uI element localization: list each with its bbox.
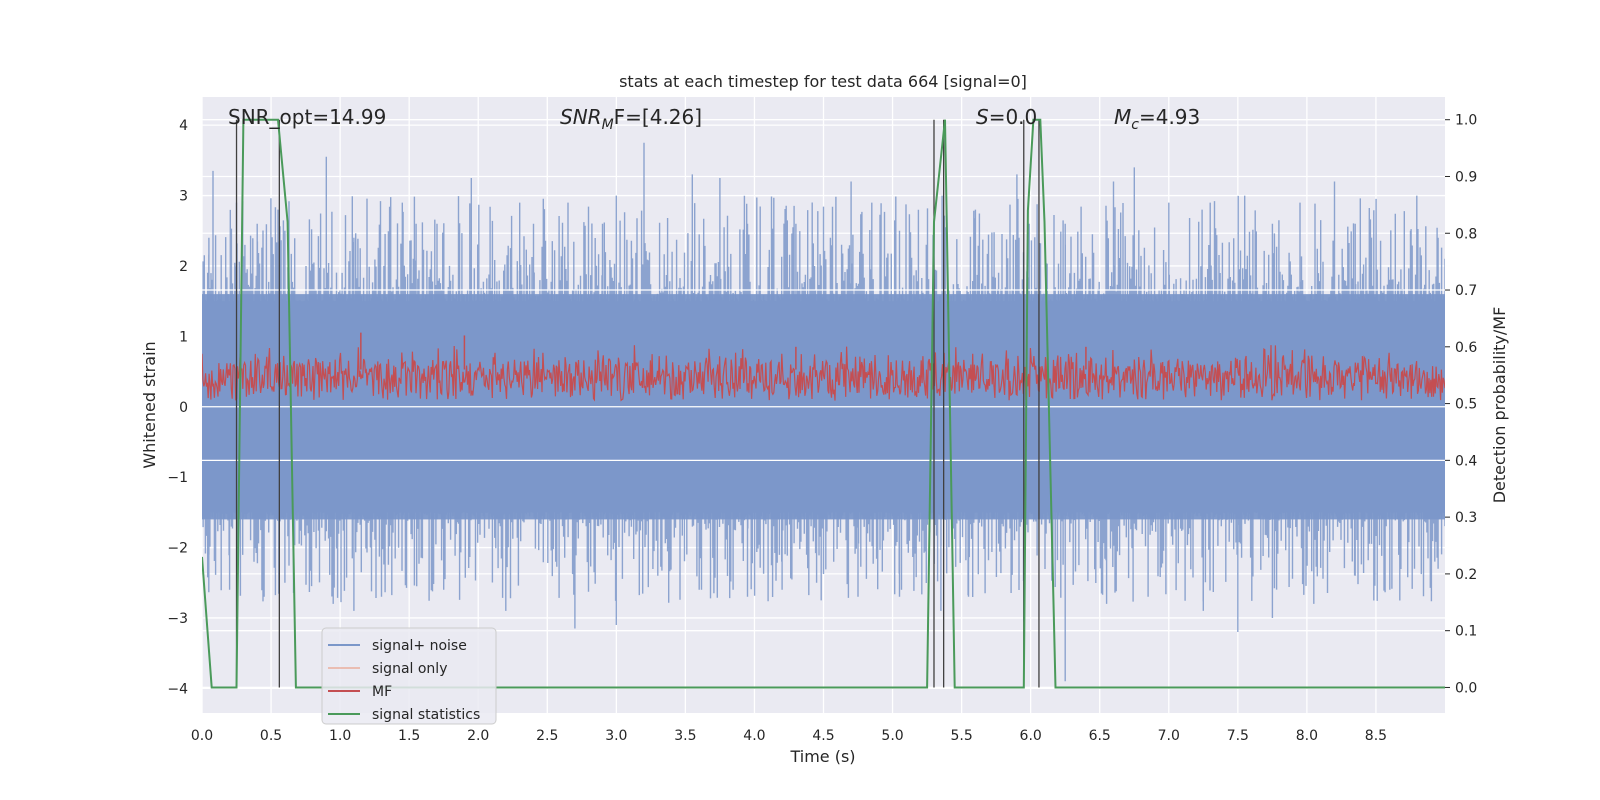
- y2-tick-label: 0.5: [1455, 397, 1477, 413]
- x-tick-label: 8.5: [1365, 728, 1387, 744]
- snr-mf-rest: F=[4.26]: [614, 105, 702, 129]
- x-tick-label: 1.5: [398, 728, 420, 744]
- legend-label: signal only: [372, 661, 447, 677]
- y-axis-label: Whitened strain: [140, 341, 159, 468]
- y-tick-label: −2: [167, 541, 188, 557]
- snr-mf-main: SNR: [560, 105, 602, 129]
- x-tick-label: 6.5: [1089, 728, 1111, 744]
- y-tick-label: 2: [179, 259, 188, 275]
- legend-box: [321, 627, 497, 725]
- annotation-mc: Mc=4.93: [1114, 105, 1200, 133]
- legend-label: signal statistics: [372, 707, 480, 723]
- y-tick-label: −1: [167, 470, 188, 486]
- x-tick-label: 5.0: [881, 728, 903, 744]
- mc-main: M: [1114, 105, 1131, 129]
- annotation-s: S=0.0: [976, 105, 1037, 129]
- y2-tick-label: 0.3: [1455, 510, 1477, 526]
- annotation-snr-mf: SNRMF=[4.26]: [560, 105, 702, 133]
- y2-tick-label: 0.4: [1455, 453, 1477, 469]
- axes: 0.0 0.5 1.0 1.5 2.0 2.5 3.0 3.5 4.0 4.5 5.0 5.5 6.0 6…: [167, 113, 1477, 744]
- x-tick-label: 4.5: [812, 728, 834, 744]
- legend: signal+ noise signal only MF signal statist…: [321, 627, 497, 725]
- x-tick-label: 2.0: [467, 728, 489, 744]
- s-rest: =0.0: [989, 105, 1038, 129]
- y-tick-label: −3: [167, 611, 188, 627]
- y2-tick-label: 0.7: [1455, 283, 1477, 299]
- y-tick-label: 3: [179, 189, 188, 205]
- y2-tick-label: 0.0: [1455, 680, 1477, 696]
- x-tick-label: 5.5: [950, 728, 972, 744]
- annotation-snr-opt: SNR_opt=14.99: [228, 105, 386, 129]
- x-tick-label: 7.0: [1158, 728, 1180, 744]
- x-tick-label: 0.5: [260, 728, 282, 744]
- legend-label: signal+ noise: [372, 638, 467, 654]
- x-tick-label: 4.0: [743, 728, 765, 744]
- mc-rest: =4.93: [1139, 105, 1200, 129]
- series-mf: [202, 345, 1445, 402]
- series-signal-statistics: [202, 118, 1445, 689]
- snr-mf-sub: M: [602, 117, 614, 133]
- x-tick-label: 1.0: [329, 728, 351, 744]
- y-tick-label: −4: [167, 681, 188, 697]
- y2-tick-label: 0.6: [1455, 340, 1477, 356]
- y2-tick-label: 0.8: [1455, 226, 1477, 242]
- x-tick-label: 2.5: [536, 728, 558, 744]
- y-tick-label: 0: [179, 400, 188, 416]
- x-tick-label: 7.5: [1227, 728, 1249, 744]
- x-tick-label: 3.0: [605, 728, 627, 744]
- x-tick-label: 0.0: [191, 728, 213, 744]
- legend-label: MF: [372, 684, 392, 700]
- x-tick-label: 6.0: [1020, 728, 1042, 744]
- x-tick-label: 3.5: [674, 728, 696, 744]
- y-tick-label: 1: [179, 329, 188, 345]
- y2-tick-label: 1.0: [1455, 113, 1477, 129]
- x-tick-label: 8.0: [1296, 728, 1318, 744]
- chart-title: stats at each timestep for test data 664…: [619, 72, 1027, 91]
- y2-tick-label: 0.9: [1455, 169, 1477, 185]
- y2-tick-label: 0.2: [1455, 567, 1477, 583]
- mc-sub: c: [1131, 117, 1139, 133]
- x-axis-label: Time (s): [789, 747, 855, 766]
- y2-axis-label: Detection probability/MF: [1490, 307, 1509, 504]
- y-tick-label: 4: [179, 118, 188, 134]
- y2-tick-label: 0.1: [1455, 624, 1477, 640]
- plot-area: [202, 118, 1445, 689]
- s-main: S: [976, 105, 989, 129]
